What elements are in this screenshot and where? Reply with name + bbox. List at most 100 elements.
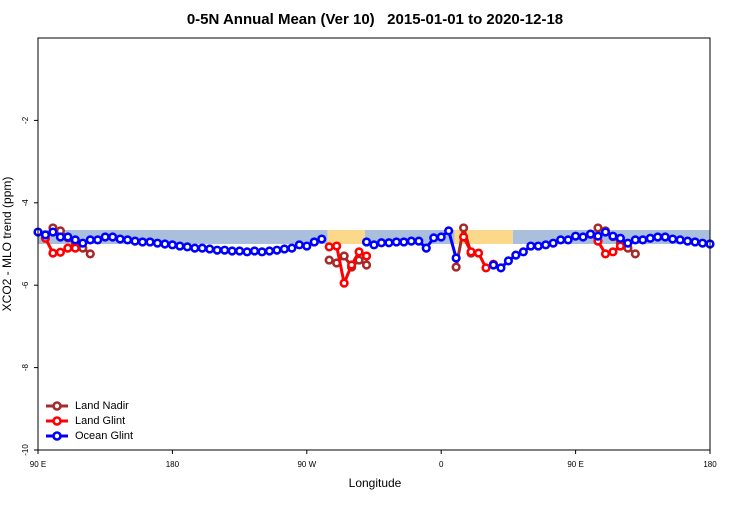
point [518,247,528,257]
point [414,236,424,246]
point [481,263,491,273]
point [287,243,297,253]
y-tick-label: -10 [21,444,30,456]
point [63,243,73,253]
point [615,233,626,243]
point [264,246,275,256]
point [347,260,357,270]
point [100,232,110,242]
point [600,227,611,237]
point [294,240,304,250]
point [324,242,334,252]
point [145,237,155,247]
point [40,230,51,240]
point [324,255,334,265]
x-tick-label: 0 [439,460,444,469]
point [317,234,327,244]
y-tick-label: -2 [21,116,30,124]
point [541,240,551,250]
point [197,243,207,253]
point [459,223,469,233]
point [354,247,364,257]
point [399,237,409,247]
legend-label: Ocean Glint [75,430,133,442]
point [459,232,469,242]
point [623,238,633,248]
point [182,242,192,252]
point [578,232,588,242]
point [563,235,573,245]
point [496,263,506,273]
point [645,233,655,243]
plot-frame [37,37,711,451]
point [48,227,58,237]
point [152,238,163,248]
point [339,251,349,261]
y-tick-label: -4 [21,199,30,207]
point [638,235,648,245]
point [332,241,342,251]
point [608,231,618,241]
point [272,245,282,255]
point [160,239,170,249]
point [257,247,267,257]
point [137,237,148,247]
point [70,235,80,245]
point [78,238,88,248]
point [212,245,222,255]
x-tick-label: 90 E [567,460,583,469]
point [690,237,700,247]
point [600,249,611,259]
point [220,245,230,255]
legend-marker [52,416,62,426]
point [697,238,708,248]
point [85,235,95,245]
band [327,229,366,244]
point [593,231,603,241]
y-tick-label: -8 [21,363,30,371]
point [48,248,58,258]
point [339,278,349,288]
band [454,229,513,244]
point [55,247,66,257]
point [361,260,372,270]
point [503,256,514,266]
point [451,253,461,263]
point [361,237,372,247]
point [488,260,499,270]
point [682,236,693,246]
point [108,232,118,242]
point [444,226,454,236]
point [585,229,596,239]
point [190,243,200,253]
point [302,241,312,251]
point [175,241,185,251]
marks [33,223,715,288]
point [279,244,290,254]
point [309,237,319,247]
point [242,247,252,257]
x-tick-label: 180 [703,460,717,469]
point [675,235,685,245]
point [653,232,663,242]
legend-label: Land Glint [75,415,125,427]
point [660,232,670,242]
legend: Land Nadir Land Glint Ocean Glint [46,400,133,442]
point [406,236,416,246]
point [526,241,536,251]
point [630,235,640,245]
point [668,234,678,244]
point [473,248,484,258]
point [384,238,394,248]
point [167,240,177,250]
legend-marker [52,431,62,441]
y-tick-label: -6 [21,281,30,289]
legend-marker [52,401,62,411]
point [429,233,439,243]
point [227,246,237,256]
point [556,235,566,245]
point [249,246,260,256]
point [608,247,618,257]
point [115,234,125,244]
point [615,241,626,251]
